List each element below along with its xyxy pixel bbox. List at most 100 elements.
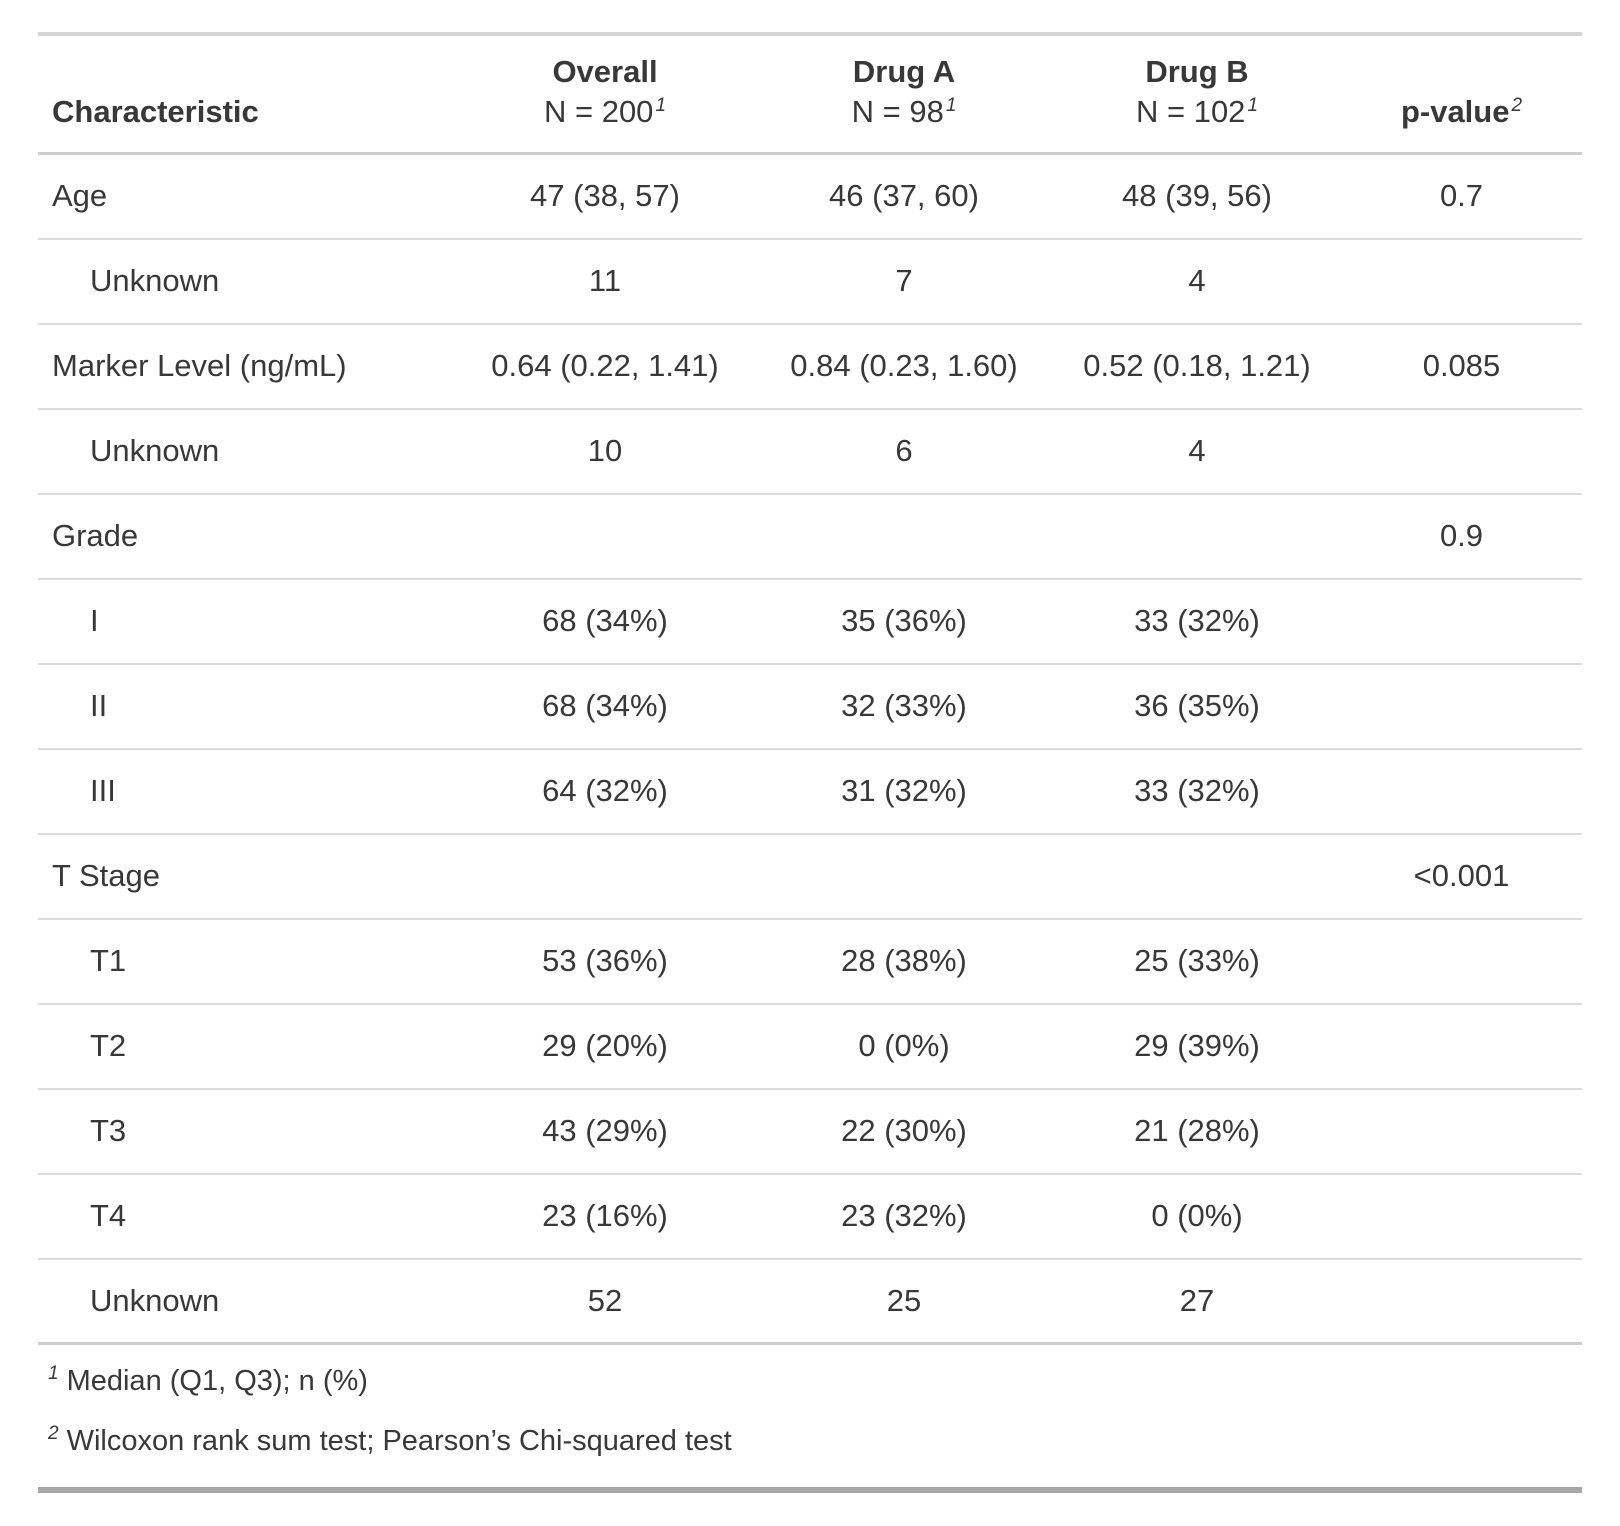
drug-a-value: 32 (33%) [755,663,1053,750]
table-row: T1 53 (36%) 28 (38%) 25 (33%) [38,918,1582,1005]
overall-value: 43 (29%) [455,1088,755,1175]
footnote-1-mark: 1 [48,1363,59,1385]
table-row: T4 23 (16%) 23 (32%) 0 (0%) [38,1173,1582,1260]
row-label: T3 [38,1088,455,1175]
drug-b-value: 4 [1053,408,1341,495]
row-label: Age [38,153,455,240]
drug-b-value: 48 (39, 56) [1053,153,1341,240]
drug-b-value: 4 [1053,238,1341,325]
row-label: II [38,663,455,750]
p-value-cell [1341,748,1582,835]
drug-b-value: 33 (32%) [1053,578,1341,665]
table-header: Characteristic Overall N = 200 1 Drug A N… [38,34,1582,155]
drug-b-value: 27 [1053,1258,1341,1345]
column-header-overall: Overall N = 200 1 [455,34,755,155]
p-value-cell [1341,578,1582,665]
overall-value: 29 (20%) [455,1003,755,1090]
drug-b-value: 29 (39%) [1053,1003,1341,1090]
drug-b-label: Drug B [1145,54,1249,89]
footnote-1: 1 Median (Q1, Q3); n (%) [38,1344,1582,1406]
overall-label: Overall [552,54,658,89]
p-value-cell: 0.085 [1341,323,1582,410]
p-value-cell: 0.7 [1341,153,1582,240]
drug-a-value: 7 [755,238,1053,325]
footnote-mark-2: 2 [1511,94,1523,116]
drug-a-value: 0 (0%) [755,1003,1053,1090]
overall-value: 68 (34%) [455,578,755,665]
row-label: T2 [38,1003,455,1090]
drug-a-value: 28 (38%) [755,918,1053,1005]
overall-value: 47 (38, 57) [455,153,755,240]
table-row: II 68 (34%) 32 (33%) 36 (35%) [38,663,1582,750]
drug-b-value [1053,493,1341,580]
row-label: III [38,748,455,835]
p-value-cell [1341,663,1582,750]
table-row: T2 29 (20%) 0 (0%) 29 (39%) [38,1003,1582,1090]
p-value-cell [1341,1173,1582,1260]
drug-b-n: N = 102 1 [1135,94,1259,129]
footnote-2-text: Wilcoxon rank sum test; Pearson’s Chi-sq… [66,1425,732,1457]
footnote-mark-1: 1 [1247,94,1259,116]
table-body: Age 47 (38, 57) 46 (37, 60) 48 (39, 56) … [38,153,1582,1345]
row-label: Grade [38,493,455,580]
drug-b-value: 0 (0%) [1053,1173,1341,1260]
p-value-cell [1341,238,1582,325]
row-label: T Stage [38,833,455,920]
overall-value: 0.64 (0.22, 1.41) [455,323,755,410]
drug-b-value: 36 (35%) [1053,663,1341,750]
row-label: T4 [38,1173,455,1260]
overall-value: 11 [455,238,755,325]
p-value-cell [1341,918,1582,1005]
drug-a-value: 23 (32%) [755,1173,1053,1260]
table-row: T Stage <0.001 [38,833,1582,920]
drug-a-value: 31 (32%) [755,748,1053,835]
p-value-cell: 0.9 [1341,493,1582,580]
overall-value: 52 [455,1258,755,1345]
drug-a-n: N = 98 1 [851,94,957,129]
header-row: Characteristic Overall N = 200 1 Drug A N… [38,34,1582,155]
overall-value: 64 (32%) [455,748,755,835]
p-value-cell: <0.001 [1341,833,1582,920]
footnote-2-mark: 2 [48,1423,59,1445]
footnote-mark-1: 1 [655,94,667,116]
drug-b-value: 21 (28%) [1053,1088,1341,1175]
table-row: Grade 0.9 [38,493,1582,580]
p-value-cell [1341,1088,1582,1175]
drug-b-value: 25 (33%) [1053,918,1341,1005]
drug-a-value: 25 [755,1258,1053,1345]
table-row: Unknown 11 7 4 [38,238,1582,325]
table-row: T3 43 (29%) 22 (30%) 21 (28%) [38,1088,1582,1175]
overall-n: N = 200 1 [543,94,667,129]
p-value-cell [1341,1258,1582,1345]
footnote-1-text: Median (Q1, Q3); n (%) [66,1365,368,1397]
footnote-mark-1: 1 [945,94,957,116]
footnote-row: 1 Median (Q1, Q3); n (%) [38,1344,1582,1406]
column-header-characteristic: Characteristic [38,34,455,155]
overall-value [455,493,755,580]
drug-b-value: 33 (32%) [1053,748,1341,835]
p-value-cell [1341,1003,1582,1090]
row-label: Marker Level (ng/mL) [38,323,455,410]
table-footnotes: 1 Median (Q1, Q3); n (%) 2 Wilcoxon rank s… [38,1344,1582,1491]
p-value-label: p-value [1400,94,1510,129]
table-row: I 68 (34%) 35 (36%) 33 (32%) [38,578,1582,665]
table-row: III 64 (32%) 31 (32%) 33 (32%) [38,748,1582,835]
column-header-drug-b: Drug B N = 102 1 [1053,34,1341,155]
drug-a-label: Drug A [852,54,956,89]
summary-table: Characteristic Overall N = 200 1 Drug A N… [38,32,1582,1493]
overall-value: 10 [455,408,755,495]
row-label: I [38,578,455,665]
drug-a-value: 46 (37, 60) [755,153,1053,240]
overall-value: 23 (16%) [455,1173,755,1260]
footnote-2: 2 Wilcoxon rank sum test; Pearson’s Chi-s… [38,1405,1582,1490]
drug-b-value: 0.52 (0.18, 1.21) [1053,323,1341,410]
drug-a-value: 35 (36%) [755,578,1053,665]
footnote-row: 2 Wilcoxon rank sum test; Pearson’s Chi-s… [38,1405,1582,1490]
overall-value: 68 (34%) [455,663,755,750]
overall-value [455,833,755,920]
characteristic-label: Characteristic [52,94,259,129]
drug-b-value [1053,833,1341,920]
row-label: Unknown [38,1258,455,1345]
row-label: Unknown [38,238,455,325]
